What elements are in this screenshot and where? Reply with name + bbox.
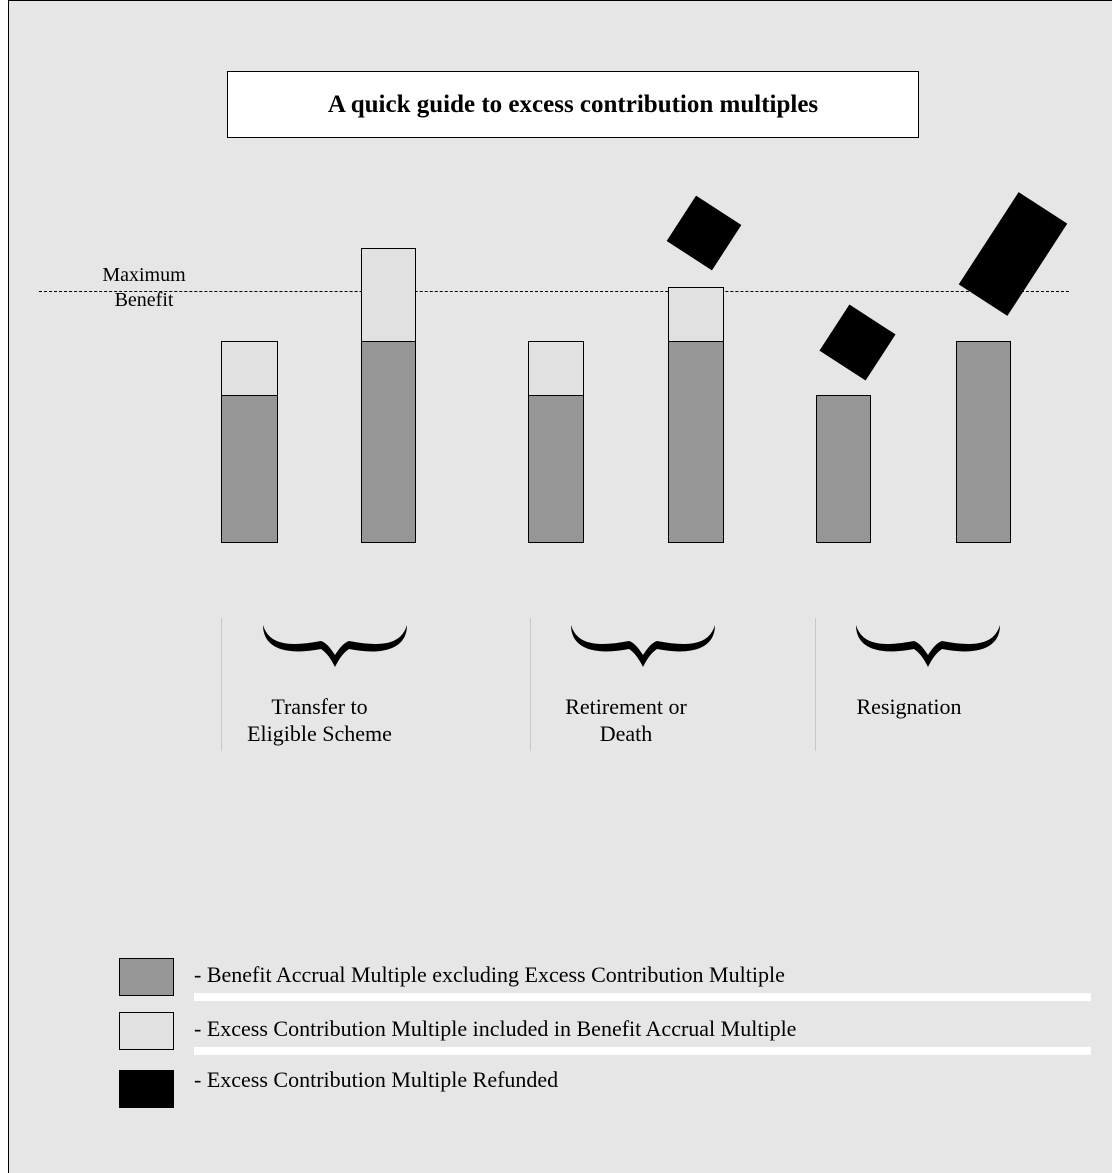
retirement-bar-2-accrual <box>668 341 724 543</box>
page-title: A quick guide to excess contribution mul… <box>327 90 819 118</box>
title-box: A quick guide to excess contribution mul… <box>227 71 919 138</box>
group-divider-3 <box>815 618 816 751</box>
group-divider-1 <box>221 618 222 751</box>
legend-label-accrual: - Benefit Accrual Multiple excluding Exc… <box>194 962 785 987</box>
resignation-bar-1-accrual <box>816 395 871 543</box>
transfer-bar-1-accrual <box>221 395 278 543</box>
brace-icon-resignation <box>856 625 1000 667</box>
retirement-bar-1-excess-included <box>528 341 584 397</box>
group-label-retirement-line-2: Death <box>599 721 653 747</box>
legend-label-excess-refunded: - Excess Contribution Multiple Refunded <box>194 1067 559 1092</box>
group-label-transfer: Transfer to Eligible Scheme <box>227 693 412 747</box>
group-label-resignation-line-1: Resignation <box>856 694 962 719</box>
brace-icon-transfer <box>263 625 407 667</box>
maximum-benefit-line <box>39 291 1069 292</box>
legend-label-excess-included: - Excess Contribution Multiple included … <box>194 1016 797 1041</box>
legend-separator-2 <box>194 1047 1091 1055</box>
legend-swatch-excess-refunded <box>119 1070 174 1108</box>
retirement-refunded-block <box>666 195 742 271</box>
group-label-transfer-line-1: Transfer to <box>271 694 368 719</box>
diagram-frame: A quick guide to excess contribution mul… <box>8 0 1112 1173</box>
retirement-bar-2-excess-included <box>668 287 724 343</box>
transfer-bar-2-accrual <box>361 341 416 543</box>
maximum-benefit-label-line-2: Benefit <box>114 289 174 311</box>
resignation-refunded-block-small <box>819 304 896 381</box>
group-divider-2 <box>530 618 531 751</box>
maximum-benefit-label: Maximum Benefit <box>89 263 199 313</box>
group-label-transfer-line-2: Eligible Scheme <box>247 721 392 747</box>
legend-swatch-accrual <box>119 958 174 996</box>
group-label-retirement: Retirement or Death <box>536 693 716 747</box>
retirement-bar-1-accrual <box>528 395 584 543</box>
group-label-resignation: Resignation <box>824 693 994 720</box>
group-label-retirement-line-1: Retirement or <box>565 694 687 719</box>
legend-swatch-excess-included <box>119 1012 174 1050</box>
transfer-bar-1-excess-included <box>221 341 278 397</box>
resignation-refunded-block-large <box>958 192 1068 316</box>
legend-separator-1 <box>194 993 1091 1001</box>
transfer-bar-2-excess-included <box>361 248 416 343</box>
maximum-benefit-label-line-1: Maximum <box>102 264 186 286</box>
resignation-bar-2-accrual <box>956 341 1011 543</box>
brace-icon-retirement <box>571 625 715 667</box>
